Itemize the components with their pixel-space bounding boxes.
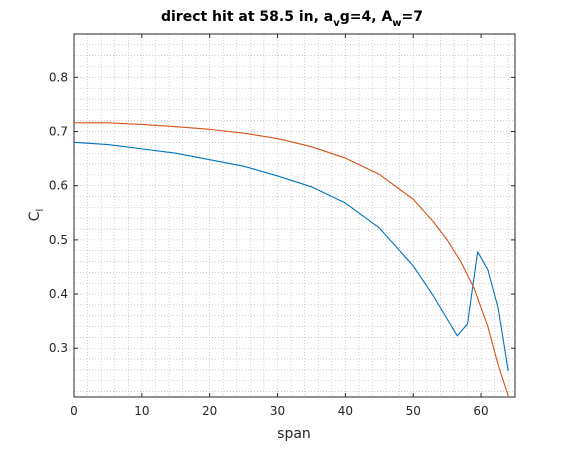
- series-line-2: [74, 122, 509, 397]
- x-tick-label: 0: [70, 404, 78, 418]
- x-tick-label: 40: [338, 404, 353, 418]
- x-tick-label: 60: [473, 404, 488, 418]
- x-tick-label: 50: [406, 404, 421, 418]
- title-part: v: [333, 18, 340, 29]
- y-tick-label: 0.5: [49, 233, 68, 247]
- series-group: [73, 122, 509, 397]
- y-tick-label: 0.3: [49, 341, 68, 355]
- title-part: w: [392, 18, 401, 29]
- axis-ticks: 0 10 20 30 40 50 60 0.3 0.4 0.5 0.6 0.7 0.8: [49, 34, 515, 418]
- series-line-1: [73, 141, 509, 372]
- title-part: g=4, A: [340, 9, 393, 25]
- x-axis-label: span: [277, 426, 311, 442]
- title-part: =7: [402, 9, 423, 25]
- minor-grid: [74, 34, 515, 397]
- x-tick-label: 30: [270, 404, 285, 418]
- y-tick-label: 0.4: [49, 287, 68, 301]
- y-label-main: C: [27, 211, 43, 221]
- plot-area-frame: [73, 33, 516, 398]
- x-tick-label: 10: [134, 404, 149, 418]
- y-tick-label: 0.6: [49, 179, 68, 193]
- y-axis-label: Cl: [27, 209, 46, 222]
- title-part: direct hit at 58.5 in, a: [161, 9, 333, 25]
- chart-title: direct hit at 58.5 in, avg=4, Aw=7: [161, 9, 423, 29]
- x-tick-label: 20: [202, 404, 217, 418]
- y-label-sub: l: [35, 209, 46, 212]
- y-tick-label: 0.7: [49, 125, 68, 139]
- y-tick-label: 0.8: [49, 70, 68, 84]
